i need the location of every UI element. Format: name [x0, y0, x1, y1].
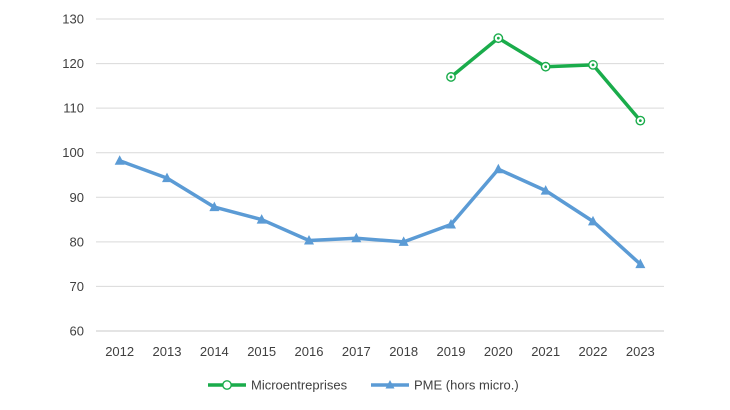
legend: Microentreprises PME (hors micro.) — [208, 378, 519, 393]
y-tick-label: 70 — [70, 279, 84, 294]
x-tick-label: 2016 — [295, 344, 324, 359]
series-line — [117, 158, 643, 266]
data-point-center — [638, 119, 642, 123]
y-tick-label: 60 — [70, 324, 84, 339]
series-pme — [114, 155, 646, 269]
y-tick-label: 100 — [62, 145, 84, 160]
data-point — [398, 236, 409, 246]
legend-swatch-circle-marker — [222, 380, 232, 390]
legend-item-pme: PME (hors micro.) — [371, 378, 519, 393]
data-point — [446, 218, 456, 229]
data-point — [114, 155, 125, 165]
x-tick-label: 2012 — [105, 344, 134, 359]
x-tick-label: 2018 — [389, 344, 418, 359]
x-tick-label: 2017 — [342, 344, 371, 359]
legend-item-microentreprises: Microentreprises — [208, 378, 348, 393]
data-point-center — [449, 75, 453, 79]
x-tick-label: 2015 — [247, 344, 276, 359]
data-point — [635, 258, 646, 269]
data-point — [209, 201, 220, 212]
x-axis-ticks: 2012 2013 2014 2015 2016 2017 2018 2019 2020 2021… — [105, 344, 655, 359]
gridlines — [96, 18, 664, 332]
legend-label-microentreprises: Microentreprises — [251, 378, 348, 393]
y-tick-label: 80 — [70, 234, 84, 249]
data-point — [493, 163, 504, 174]
data-point — [588, 215, 598, 226]
y-tick-label: 90 — [70, 190, 84, 205]
y-axis-ticks: 60 70 80 90 100 110 120 130 — [62, 12, 84, 339]
y-tick-label: 110 — [63, 101, 84, 116]
legend-label-pme: PME (hors micro.) — [414, 378, 519, 393]
x-tick-label: 2023 — [626, 344, 655, 359]
data-point — [540, 185, 551, 195]
x-tick-label: 2021 — [531, 344, 560, 359]
y-tick-label: 130 — [62, 12, 84, 27]
legend-swatch-triangle-marker — [385, 380, 395, 389]
data-point — [351, 232, 362, 243]
x-tick-label: 2014 — [200, 344, 229, 359]
data-point — [304, 235, 314, 245]
data-point — [256, 214, 267, 224]
series-microentreprises — [446, 33, 646, 126]
x-tick-label: 2022 — [579, 344, 608, 359]
data-point-center — [544, 65, 548, 69]
x-tick-label: 2019 — [437, 344, 466, 359]
series-layer — [114, 33, 646, 269]
x-tick-label: 2020 — [484, 344, 513, 359]
data-point-center — [496, 36, 500, 40]
data-point — [162, 172, 172, 183]
y-tick-label: 120 — [62, 56, 84, 71]
x-tick-label: 2013 — [153, 344, 182, 359]
data-point-center — [591, 63, 595, 67]
